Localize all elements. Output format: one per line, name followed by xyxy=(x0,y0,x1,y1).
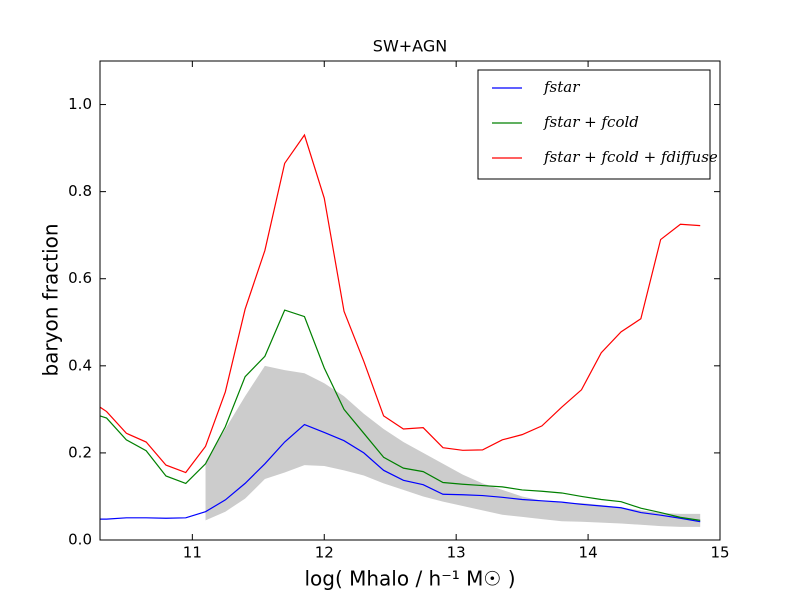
series-line xyxy=(100,423,701,523)
x-tick-label: 15 xyxy=(710,544,729,562)
chart-title: SW+AGN xyxy=(373,37,447,56)
axes-frame xyxy=(99,60,721,541)
x-tick-label: 12 xyxy=(315,544,334,562)
legend: fstar fstar + fcold fstar + fcold + fdiffu… xyxy=(477,69,718,180)
x-tick-label: 11 xyxy=(183,544,202,562)
y-tick-label: 0.8 xyxy=(68,182,92,200)
series-line xyxy=(100,309,701,521)
y-tick-label: 0.6 xyxy=(68,269,92,287)
band xyxy=(205,365,701,527)
y-tick-label: 0.2 xyxy=(68,443,92,461)
x-axis-label: log( Mhalo / h⁻¹ M☉ ) xyxy=(304,567,515,591)
x-tick-label: 13 xyxy=(447,544,466,562)
legend-label: fstar + fcold + fdiffuse xyxy=(543,148,718,166)
plot xyxy=(100,133,701,527)
x-tick-label: 14 xyxy=(579,544,598,562)
y-axis-label: baryon fraction xyxy=(39,223,63,376)
y-tick-label: 1.0 xyxy=(68,95,92,113)
legend-label: fstar xyxy=(543,78,580,96)
series-line xyxy=(100,133,701,474)
y-tick-label: 0.0 xyxy=(68,531,92,549)
y-tick-label: 0.4 xyxy=(68,356,92,374)
legend-label: fstar + fcold xyxy=(543,113,639,131)
